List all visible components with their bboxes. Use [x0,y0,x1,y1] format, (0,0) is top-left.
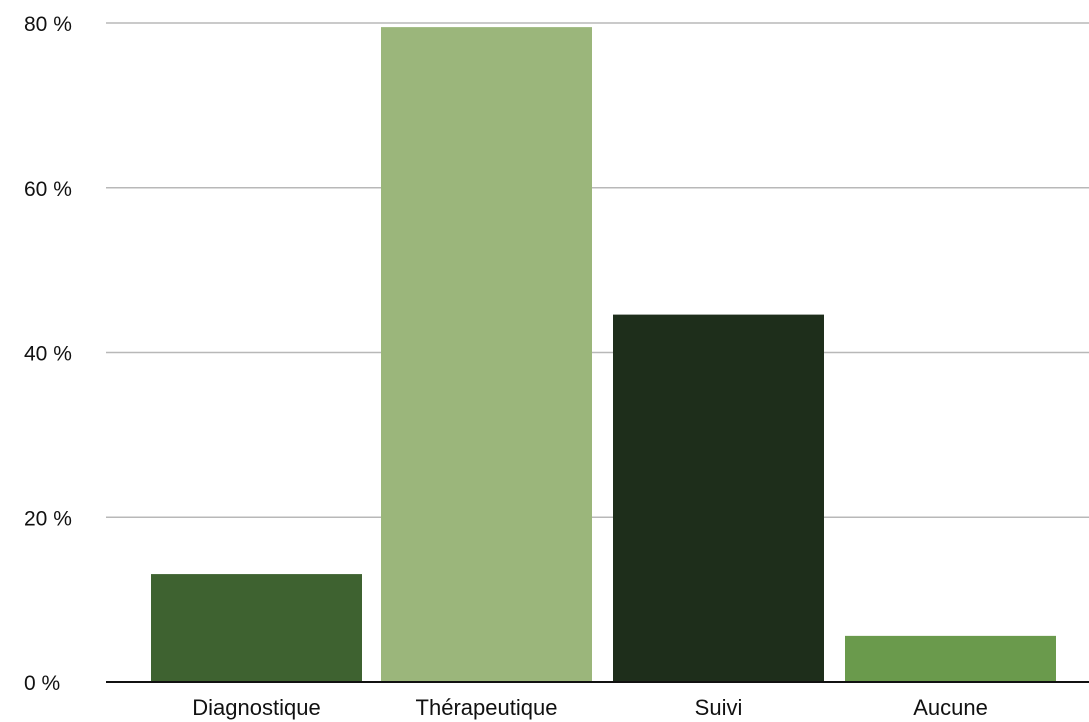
x-tick-label: Aucune [913,695,988,720]
bar-aucune [845,635,1056,682]
bar-suivi [613,314,824,682]
bars [151,27,1056,682]
x-tick-label: Suivi [695,695,743,720]
y-tick-label: 0 % [24,672,60,695]
y-axis-ticks: 0 % 20 % 40 % 60 % 80 % [24,13,72,695]
y-tick-label: 40 % [24,343,72,366]
grid-lines [106,22,1089,518]
bar-thérapeutique [381,27,592,682]
x-tick-label: Thérapeutique [416,695,558,720]
y-tick-label: 80 % [24,13,72,36]
y-tick-label: 60 % [24,178,72,201]
x-axis-labels: Diagnostique Thérapeutique Suivi Aucune [192,695,988,720]
bar-diagnostique [151,574,362,682]
x-tick-label: Diagnostique [192,695,320,720]
y-tick-label: 20 % [24,507,72,530]
